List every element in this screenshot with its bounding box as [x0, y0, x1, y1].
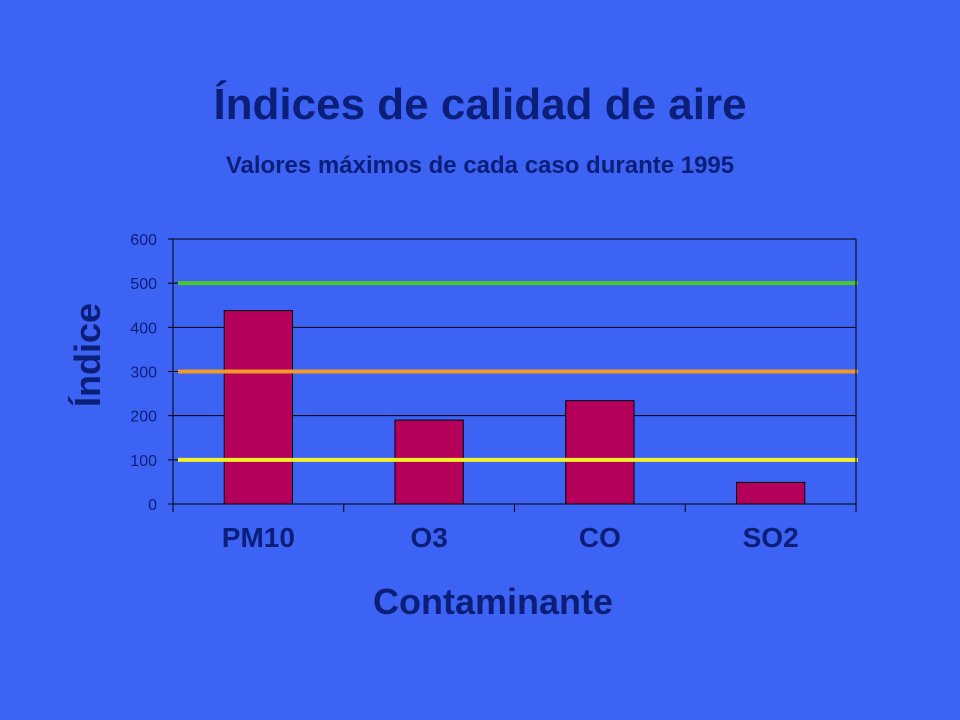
x-axis-title: Contaminante [373, 581, 613, 622]
y-tick-label: 500 [130, 276, 157, 293]
bar-so2 [735, 481, 806, 505]
y-tick-label: 100 [130, 453, 157, 470]
chart-subtitle: Valores máximos de cada caso durante 199… [225, 152, 735, 179]
axes [168, 238, 857, 512]
x-category-label: CO [579, 522, 621, 553]
x-category-label: O3 [410, 522, 447, 553]
bars [223, 310, 806, 505]
chart-title: Índices de calidad de aire [213, 80, 747, 129]
y-tick-label: 600 [130, 232, 157, 249]
y-axis-title: Índice [67, 303, 108, 407]
y-tick-label: 400 [130, 320, 157, 337]
bar-co [565, 400, 635, 505]
bar-o3 [394, 419, 464, 505]
y-tick-labels: 0 100 200 300 400 500 600 [130, 232, 157, 514]
x-category-labels: PM10 O3 CO SO2 [222, 522, 799, 553]
y-tick-label: 0 [148, 497, 157, 514]
x-category-label: PM10 [222, 522, 295, 553]
x-category-label: SO2 [743, 522, 799, 553]
reference-lines [178, 281, 858, 462]
bar-pm10 [223, 310, 294, 505]
y-tick-label: 200 [130, 409, 157, 426]
y-tick-label: 300 [130, 365, 157, 382]
